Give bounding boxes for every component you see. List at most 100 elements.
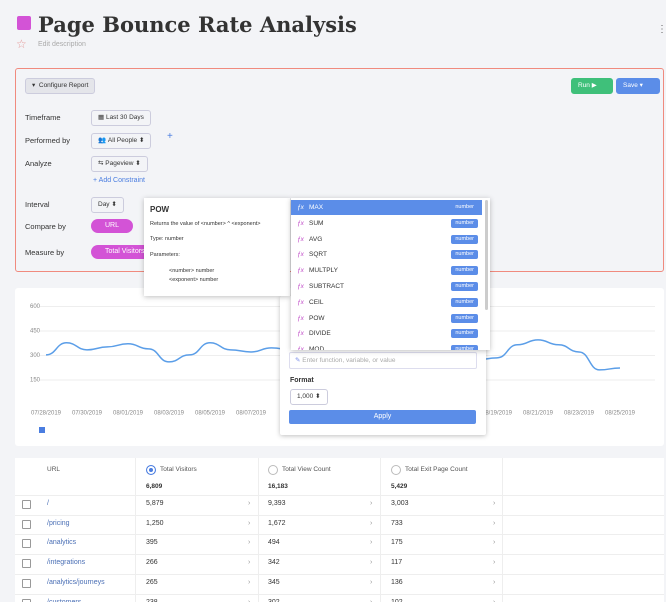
- edit-description[interactable]: Edit description: [38, 41, 86, 48]
- function-item[interactable]: ƒx AVG number: [291, 232, 482, 247]
- x-tick-label: 08/03/2019: [154, 411, 185, 417]
- function-item[interactable]: ƒx CEIL number: [291, 295, 482, 310]
- expand-chevron[interactable]: ›: [248, 519, 251, 527]
- expand-chevron[interactable]: ›: [370, 578, 373, 586]
- formula-input[interactable]: [289, 352, 477, 369]
- type-badge: number: [451, 345, 478, 350]
- value-pill[interactable]: URL: [91, 219, 134, 233]
- function-item[interactable]: ƒx DIVIDE number: [291, 326, 482, 341]
- function-item[interactable]: ƒx MULTPLY number: [291, 263, 482, 278]
- url-value[interactable]: /analytics/journeys: [47, 578, 105, 586]
- add-constraint[interactable]: + Add Constraint: [93, 177, 145, 184]
- expand-chevron[interactable]: ›: [493, 559, 496, 567]
- url-value[interactable]: /pricing: [47, 519, 70, 527]
- value-button[interactable]: Day ⬍: [91, 197, 124, 213]
- row-divider: [15, 554, 664, 556]
- function-item[interactable]: ƒx SQRT number: [291, 247, 482, 262]
- metric-value: 9,393: [268, 500, 286, 507]
- url-value[interactable]: /customers: [47, 598, 82, 602]
- x-tick-label: 08/23/2019: [564, 411, 595, 417]
- fx-icon: ƒx: [297, 204, 304, 211]
- expand-chevron[interactable]: ›: [248, 539, 251, 547]
- value-button[interactable]: ▦ Last 30 Days: [91, 110, 151, 126]
- function-list: ƒx MAX number ƒx SUM number ƒx AVG number ƒx SQRT n…: [291, 198, 490, 350]
- x-tick-label: 08/07/2019: [236, 411, 267, 417]
- column-header[interactable]: Total Visitors: [160, 466, 197, 473]
- y-tick-label: 300: [30, 353, 41, 359]
- expand-chevron[interactable]: ›: [370, 559, 373, 567]
- add-segment[interactable]: +: [167, 131, 173, 142]
- function-name: AVG: [309, 235, 323, 243]
- row-checkbox[interactable]: [22, 598, 31, 602]
- legend-swatch[interactable]: [39, 427, 45, 433]
- save-text: Save: [623, 82, 638, 89]
- apply-button[interactable]: Apply: [289, 410, 476, 424]
- expand-chevron[interactable]: ›: [493, 539, 496, 547]
- function-item[interactable]: ƒx SUBTRACT number: [291, 279, 482, 294]
- column-header[interactable]: Total Exit Page Count: [405, 466, 468, 473]
- row-label: Timeframe: [25, 113, 61, 122]
- expand-chevron[interactable]: ›: [370, 500, 373, 507]
- column-total: 5,429: [391, 483, 408, 490]
- column-radio[interactable]: [268, 465, 278, 475]
- fx-icon: ƒx: [297, 298, 304, 306]
- column-radio[interactable]: [391, 465, 401, 475]
- expand-chevron[interactable]: ›: [370, 539, 373, 547]
- row-checkbox[interactable]: [22, 559, 31, 569]
- y-tick-label: 450: [30, 329, 41, 335]
- row-checkbox[interactable]: [22, 539, 31, 549]
- value-button[interactable]: 👥 All People ⬍: [91, 133, 152, 149]
- row-divider: [15, 514, 664, 516]
- expand-chevron[interactable]: ›: [493, 598, 496, 602]
- function-name: SUM: [309, 219, 324, 227]
- y-tick-label: 600: [30, 304, 41, 310]
- save-button[interactable]: Save ▾: [616, 78, 660, 94]
- type-badge: number: [455, 204, 474, 210]
- value-pill[interactable]: Total Visitors: [91, 245, 159, 259]
- run-button[interactable]: Run ▶: [571, 78, 613, 94]
- row-checkbox[interactable]: [22, 578, 31, 588]
- url-value[interactable]: /analytics: [47, 539, 77, 547]
- y-tick-label: 150: [30, 378, 41, 384]
- fx-icon: ƒx: [297, 267, 304, 275]
- metric-value: 265: [146, 578, 158, 586]
- expand-chevron[interactable]: ›: [248, 559, 251, 567]
- more-menu[interactable]: ⋮: [657, 24, 666, 35]
- expand-chevron[interactable]: ›: [370, 519, 373, 527]
- scrollbar[interactable]: [485, 200, 488, 310]
- format-select[interactable]: 1,000 ⬍: [290, 389, 328, 405]
- configure-toggle[interactable]: ▾ Configure Report: [25, 78, 96, 94]
- fx-icon: ƒx: [297, 219, 304, 227]
- expand-chevron[interactable]: ›: [248, 578, 251, 586]
- function-item[interactable]: ƒx POW number: [291, 311, 482, 326]
- fx-icon: ƒx: [297, 346, 304, 350]
- star-icon[interactable]: ☆: [16, 37, 27, 51]
- metric-value: 1,250: [146, 519, 164, 527]
- expand-chevron[interactable]: ›: [248, 500, 251, 507]
- function-item[interactable]: ƒx MAX number: [291, 200, 482, 215]
- url-value[interactable]: /integrations: [47, 559, 86, 567]
- row-checkbox[interactable]: [22, 519, 31, 529]
- column-total: 6,809: [146, 483, 163, 490]
- type-badge: number: [451, 313, 478, 323]
- function-item[interactable]: ƒx MOD number: [291, 342, 482, 350]
- column-radio[interactable]: [146, 465, 156, 475]
- type-badge: number: [451, 266, 478, 276]
- value-button[interactable]: ⇆ Pageview ⬍: [91, 156, 148, 172]
- tooltip-type: Type: number: [150, 236, 184, 242]
- url-value[interactable]: /: [47, 500, 49, 507]
- expand-chevron[interactable]: ›: [370, 598, 373, 602]
- column-header[interactable]: Total View Count: [282, 466, 331, 473]
- row-checkbox[interactable]: [22, 500, 31, 509]
- function-name: SQRT: [309, 251, 327, 259]
- function-name: SUBTRACT: [309, 283, 345, 290]
- format-value: 1,000: [297, 393, 314, 400]
- add-constraint-text: Add Constraint: [98, 177, 145, 184]
- expand-chevron[interactable]: ›: [493, 519, 496, 527]
- expand-chevron[interactable]: ›: [493, 500, 496, 507]
- expand-chevron[interactable]: ›: [248, 598, 251, 602]
- metric-value: 733: [391, 519, 403, 527]
- function-item[interactable]: ƒx SUM number: [291, 216, 482, 231]
- expand-chevron[interactable]: ›: [493, 578, 496, 586]
- metric-value: 395: [146, 539, 158, 547]
